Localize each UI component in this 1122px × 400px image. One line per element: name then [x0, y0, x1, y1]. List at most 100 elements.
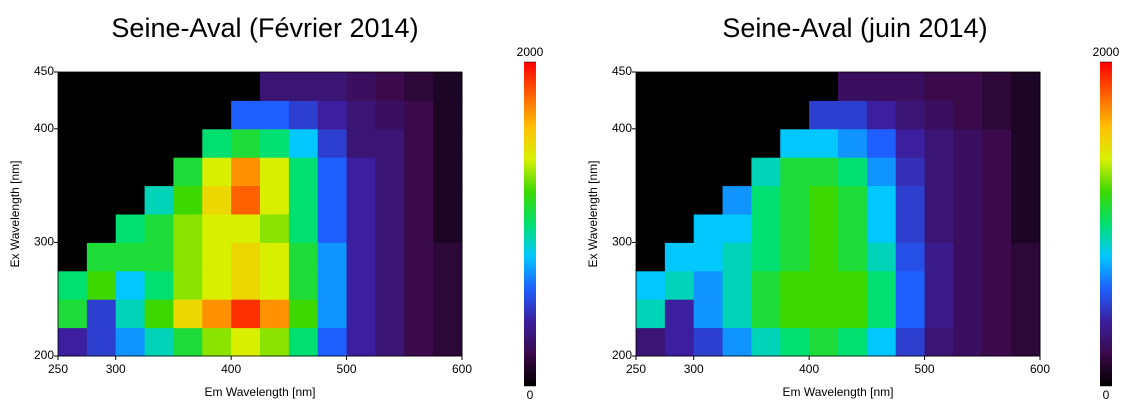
heat-cell: [924, 185, 954, 215]
heat-cell: [115, 128, 146, 158]
heat-cell: [1011, 157, 1041, 187]
heat-cell: [751, 157, 781, 187]
heat-cell: [751, 270, 781, 300]
heat-cell: [231, 242, 261, 272]
heat-cell: [115, 157, 146, 187]
heat-cell: [375, 157, 405, 187]
heat-cell: [924, 299, 954, 329]
heat-cell: [404, 327, 434, 357]
heat-cell: [260, 72, 290, 101]
heat-cell: [895, 72, 926, 101]
heat-cell: [838, 270, 868, 300]
heat-cell: [346, 128, 376, 158]
heat-cell: [288, 157, 319, 187]
heat-cell: [231, 270, 261, 300]
heat-cell: [895, 214, 926, 243]
heat-cell: [838, 128, 868, 158]
heat-cell: [86, 214, 117, 243]
heat-cell: [260, 299, 290, 329]
heat-cell: [664, 128, 695, 158]
heat-cell: [288, 72, 319, 101]
heat-cell: [433, 214, 463, 243]
y-tick-label: 300: [612, 235, 632, 249]
heat-cell: [115, 327, 146, 357]
heat-cell: [346, 214, 376, 243]
heat-cell: [866, 214, 897, 243]
heat-cell: [433, 270, 463, 300]
x-tick-label: 250: [626, 362, 646, 376]
heat-cell: [664, 100, 695, 130]
heat-cell: [260, 214, 290, 243]
heat-cell: [636, 100, 666, 130]
heat-cell: [144, 270, 174, 300]
x-tick-label: 400: [799, 362, 819, 376]
heat-cell: [86, 299, 117, 329]
heat-cell: [202, 157, 232, 187]
heat-cell: [1011, 72, 1041, 101]
heat-cell: [693, 327, 724, 357]
y-tick-label: 400: [34, 121, 54, 135]
heat-cell: [895, 242, 926, 272]
heat-cell: [722, 128, 752, 158]
heat-cell: [722, 242, 752, 272]
heat-cell: [895, 327, 926, 357]
heat-cell: [924, 157, 954, 187]
heat-cell: [288, 270, 319, 300]
heat-cell: [780, 185, 810, 215]
heat-cell: [751, 299, 781, 329]
heat-cell: [346, 270, 376, 300]
heat-cell: [433, 100, 463, 130]
heat-cell: [288, 327, 319, 357]
heat-cell: [231, 100, 261, 130]
y-tick-label: 200: [612, 348, 632, 362]
heat-cell: [1011, 128, 1041, 158]
heat-cell: [317, 100, 348, 130]
heat-cell: [86, 327, 117, 357]
heat-cell: [751, 214, 781, 243]
heat-cell: [866, 185, 897, 215]
heat-cell: [664, 72, 695, 101]
heat-cell: [202, 100, 232, 130]
heat-cell: [115, 214, 146, 243]
heat-cell: [404, 242, 434, 272]
heat-cell: [260, 242, 290, 272]
heat-cell: [722, 327, 752, 357]
heat-cell: [722, 270, 752, 300]
heat-cell: [346, 185, 376, 215]
heat-cell: [58, 242, 88, 272]
heat-cell: [288, 299, 319, 329]
heat-cell: [866, 157, 897, 187]
heat-cell: [115, 72, 146, 101]
heat-cell: [317, 157, 348, 187]
heat-cell: [722, 185, 752, 215]
heat-cell: [953, 157, 983, 187]
heat-cell: [173, 72, 203, 101]
heat-cell: [346, 100, 376, 130]
heat-cell: [693, 100, 724, 130]
heat-cell: [809, 128, 839, 158]
heat-cell: [260, 185, 290, 215]
heat-cell: [144, 128, 174, 158]
heat-cell: [260, 270, 290, 300]
heat-cell: [404, 299, 434, 329]
heat-cell: [953, 72, 983, 101]
colorbar-tick-label: 2000: [1093, 45, 1120, 59]
heat-cell: [115, 242, 146, 272]
heat-cell: [86, 185, 117, 215]
heat-cell: [231, 327, 261, 357]
heat-cell: [924, 128, 954, 158]
heat-cell: [982, 270, 1012, 300]
heat-cell: [664, 299, 695, 329]
heat-cell: [780, 242, 810, 272]
heat-cell: [433, 299, 463, 329]
heat-cell: [780, 100, 810, 130]
heat-cell: [895, 299, 926, 329]
heat-cell: [982, 72, 1012, 101]
heat-cell: [375, 327, 405, 357]
heat-cell: [433, 128, 463, 158]
heat-cell: [664, 270, 695, 300]
heat-cell: [809, 185, 839, 215]
heat-cell: [693, 299, 724, 329]
heat-cell: [982, 128, 1012, 158]
heat-cell: [664, 327, 695, 357]
